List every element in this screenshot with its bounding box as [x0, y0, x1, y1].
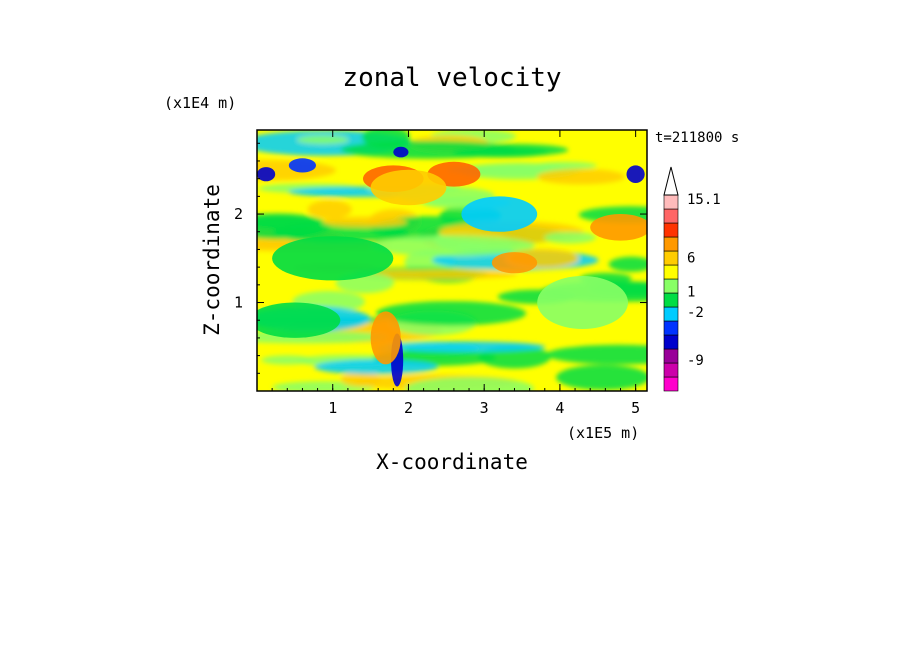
- colorbar-swatch: [663, 222, 679, 238]
- colorbar-swatch: [663, 320, 679, 336]
- contour-blob: [272, 236, 394, 281]
- colorbar-swatch: [663, 376, 679, 392]
- colorbar-swatch: [663, 250, 679, 266]
- contour-band: [361, 130, 411, 148]
- contour-blob: [461, 196, 538, 232]
- contour-band: [351, 269, 518, 280]
- contour-blob: [288, 158, 316, 173]
- contour-band: [405, 376, 535, 391]
- contour-band: [261, 355, 313, 365]
- x-tick-label: 5: [631, 399, 640, 417]
- x-tick-label: 2: [404, 399, 413, 417]
- colorbar-label: -9: [687, 353, 704, 369]
- colorbar-swatch: [663, 362, 679, 378]
- contour-blob: [257, 167, 276, 182]
- contour-blob: [590, 214, 647, 241]
- colorbar-swatch: [663, 334, 679, 350]
- colorbar-swatch: [663, 264, 679, 280]
- colorbar-label: 15.1: [687, 192, 721, 208]
- contour-blob: [393, 146, 409, 158]
- contour-band: [257, 213, 330, 240]
- colorbar-extend-arrow: [663, 166, 679, 196]
- x-unit-label: (x1E5 m): [567, 424, 639, 442]
- contour-band: [544, 231, 596, 244]
- contour-band: [307, 200, 352, 219]
- x-tick-label: 4: [555, 399, 564, 417]
- contour-band: [608, 256, 647, 272]
- x-axis: 1 2 3 4 5: [271, 130, 640, 417]
- colorbar-swatch: [663, 208, 679, 224]
- x-axis-label: X-coordinate: [376, 450, 528, 474]
- contour-blob: [626, 165, 645, 183]
- contour-band: [297, 135, 349, 144]
- contour-blob: [537, 276, 628, 329]
- colorbar-swatch: [663, 236, 679, 252]
- colorbar-swatch: [663, 194, 679, 210]
- chart-title: zonal velocity: [342, 63, 561, 93]
- contour-field: [257, 130, 647, 391]
- colorbar: 15.1 6 1 -2 -9: [663, 166, 721, 392]
- time-label: t=211800 s: [655, 130, 739, 146]
- contour-band: [546, 344, 647, 365]
- colorbar-swatch: [663, 292, 679, 308]
- colorbar-label: 1: [687, 285, 695, 301]
- x-tick-label: 3: [480, 399, 489, 417]
- y-axis-label: Z-coordinate: [200, 184, 224, 336]
- contour-blob: [370, 169, 447, 206]
- colorbar-swatch: [663, 348, 679, 364]
- colorbar-swatch: [663, 278, 679, 294]
- contour-band: [314, 359, 438, 375]
- contour-blob: [257, 302, 341, 338]
- x-tick-label: 1: [328, 399, 337, 417]
- y-axis: 12: [234, 142, 647, 374]
- y-tick-label: 1: [234, 294, 243, 312]
- contour-band: [387, 341, 546, 353]
- y-unit-label: (x1E4 m): [164, 94, 236, 112]
- colorbar-label: -2: [687, 305, 704, 321]
- contour-band: [556, 364, 647, 390]
- plot-frame: [256, 129, 648, 392]
- contour-band: [536, 168, 625, 185]
- contour-blob: [491, 252, 538, 274]
- y-tick-label: 2: [234, 205, 243, 223]
- contour-band: [322, 216, 408, 228]
- contour-band: [371, 235, 535, 257]
- contour-blob: [370, 311, 401, 365]
- colorbar-label: 6: [687, 250, 695, 266]
- contour-band: [376, 301, 527, 326]
- colorbar-swatch: [663, 306, 679, 322]
